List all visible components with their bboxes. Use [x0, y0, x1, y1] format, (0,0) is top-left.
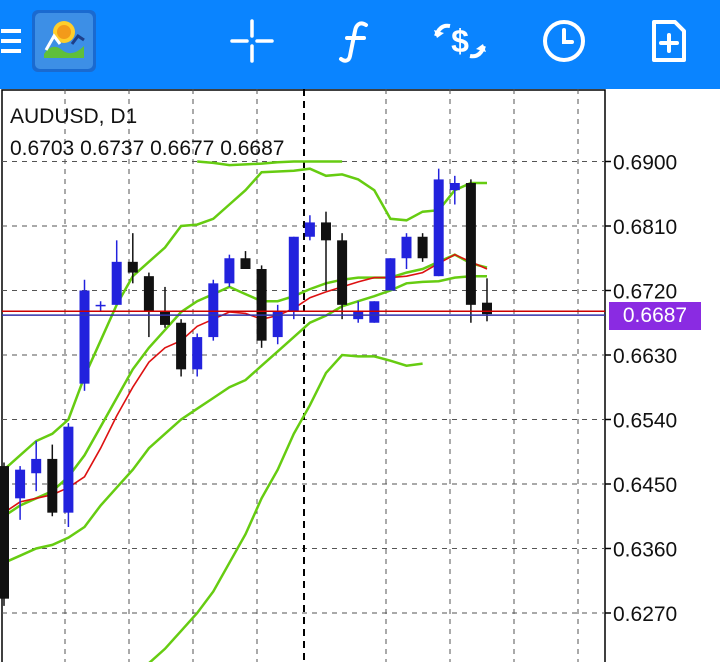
y-axis-tick-label: 0.6720: [613, 281, 677, 304]
candle-body: [127, 261, 138, 273]
current-price-tag: 0.6687: [609, 302, 701, 330]
candle-body: [160, 312, 170, 325]
candle-body: [47, 458, 58, 513]
candle-body: [15, 469, 26, 499]
moving-average-line: [3, 253, 488, 514]
clock-icon[interactable]: [540, 10, 588, 72]
candle-body: [401, 236, 412, 259]
chart-canvas[interactable]: 0.6900 0.6810 0.6720 0.6630 0.6540 0.6450 0.63…: [0, 89, 720, 662]
y-axis-tick-label: 0.6450: [613, 474, 677, 497]
symbol-timeframe-label: AUDUSD, D1: [10, 105, 138, 128]
candle-body: [79, 290, 90, 384]
menu-icon[interactable]: [0, 10, 24, 72]
function-icon[interactable]: [334, 10, 378, 72]
currency-exchange-icon[interactable]: $: [432, 10, 488, 72]
candle-body: [465, 183, 476, 305]
candle-body: [304, 222, 315, 237]
y-axis-tick-label: 0.6360: [613, 539, 677, 562]
candle-body: [143, 276, 154, 312]
candle-body: [449, 183, 460, 191]
crosshair-icon[interactable]: [228, 10, 276, 72]
y-axis-tick-label: 0.6630: [613, 345, 677, 368]
candle-body: [256, 269, 267, 341]
candle-body: [0, 466, 9, 599]
candle-body: [272, 312, 283, 338]
candle-body: [417, 236, 428, 259]
price-chart[interactable]: 0.6900 0.6810 0.6720 0.6630 0.6540 0.6450 0.63…: [0, 89, 720, 662]
ohlc-readout: 0.6703 0.6737 0.6677 0.6687: [10, 137, 285, 160]
candle-body: [288, 236, 299, 312]
candle-body: [224, 258, 235, 284]
candle-body: [433, 179, 444, 277]
bollinger-middle-line: [3, 253, 488, 518]
y-axis-tick-label: 0.6540: [613, 410, 677, 433]
candle-body: [192, 337, 203, 370]
bollinger-lower-line: [3, 274, 487, 564]
candle-body: [111, 261, 122, 305]
candle-body: [321, 222, 331, 241]
metatrader-logo-icon[interactable]: [32, 10, 96, 72]
y-axis-tick-label: 0.6900: [613, 152, 677, 175]
new-order-icon[interactable]: [648, 10, 690, 72]
outer-band-upper-line: [197, 160, 343, 167]
candle-body: [240, 258, 251, 269]
candle-body: [482, 302, 492, 315]
y-axis-tick-label: 0.6270: [613, 603, 677, 626]
toolbar: $: [0, 0, 720, 89]
bollinger-upper-line: [3, 167, 487, 471]
candle-body: [95, 304, 106, 307]
candle-body: [208, 283, 219, 338]
svg-text:$: $: [451, 23, 469, 59]
candle-body: [176, 322, 187, 370]
outer-band-lower-line: [148, 353, 423, 662]
candle-body: [385, 258, 396, 291]
candle-body: [337, 240, 348, 305]
candle-body: [63, 426, 74, 513]
candle-body: [31, 458, 42, 474]
y-axis-tick-label: 0.6810: [613, 216, 677, 239]
